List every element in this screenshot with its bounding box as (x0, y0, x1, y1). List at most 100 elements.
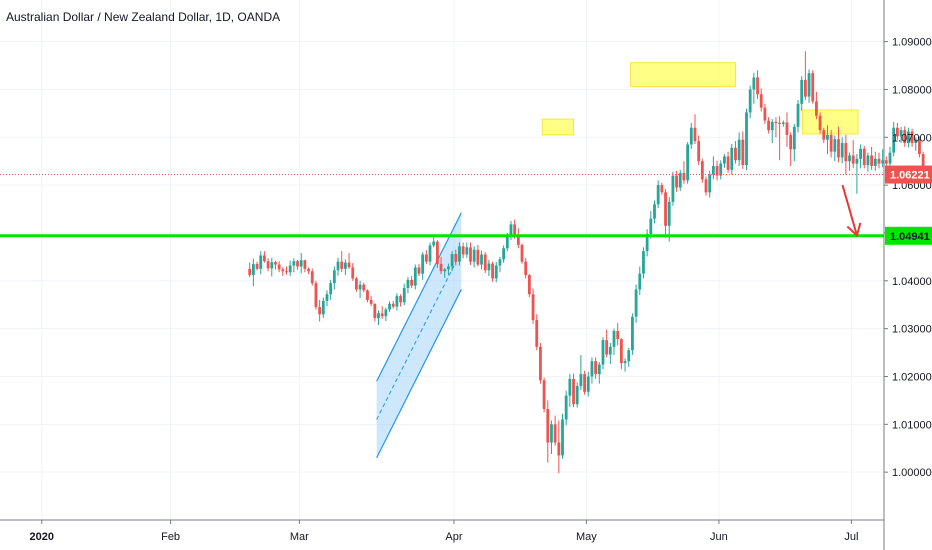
candle-245 (903, 126, 907, 147)
candle-111 (410, 276, 414, 288)
candle-81 (299, 253, 303, 274)
candle-118 (435, 240, 439, 268)
candle-95 (351, 263, 355, 281)
candle-135 (498, 256, 502, 273)
candle-185 (682, 161, 686, 184)
candle-218 (803, 51, 807, 100)
arrow-head (846, 222, 862, 238)
channel-drawing (376, 212, 462, 459)
candle-204 (752, 72, 756, 104)
candle-180 (664, 188, 667, 238)
candle-147 (542, 377, 546, 413)
candle-117 (432, 235, 436, 248)
candle-91 (336, 257, 340, 276)
candle-152 (561, 413, 564, 459)
candle-157 (579, 354, 583, 390)
support-price-tag-bg (885, 226, 932, 245)
candle-128 (472, 246, 476, 268)
candle-223 (822, 127, 826, 144)
highlight-box-0 (541, 118, 575, 136)
candle-103 (380, 306, 384, 320)
time-tick-label-1: Feb (161, 531, 180, 543)
candle-197 (726, 151, 730, 173)
candle-249 (918, 136, 921, 158)
candles (248, 51, 929, 474)
candle-131 (483, 252, 487, 274)
chart-title: Australian Dollar / New Zealand Dollar, … (6, 10, 280, 24)
candle-143 (527, 274, 531, 298)
candle-175 (645, 229, 649, 257)
candle-160 (590, 357, 594, 384)
candle-159 (586, 371, 590, 397)
candle-134 (494, 261, 498, 283)
candle-243 (895, 122, 899, 140)
candle-105 (388, 301, 391, 312)
candle-113 (417, 264, 421, 277)
candle-221 (815, 91, 818, 120)
highlight-box-2 (801, 109, 859, 135)
candle-186 (686, 142, 690, 184)
candle-155 (572, 373, 575, 408)
candle-216 (796, 99, 800, 133)
current-price-tag-bg (885, 165, 932, 184)
support-price-tag: 1.04941 (885, 226, 932, 245)
time-tick-label-4: May (576, 531, 597, 543)
candle-115 (424, 250, 428, 265)
candle-217 (800, 76, 804, 111)
candle-237 (873, 151, 877, 171)
candle-158 (583, 370, 586, 395)
candle-90 (332, 266, 336, 290)
candle-156 (575, 382, 579, 408)
candle-194 (715, 160, 719, 181)
candle-169 (623, 358, 627, 372)
candle-166 (612, 328, 616, 355)
candle-84 (310, 268, 314, 286)
candle-107 (395, 293, 399, 311)
candle-149 (550, 420, 553, 454)
candle-202 (745, 108, 748, 170)
highlight-box-1 (630, 62, 736, 88)
time-tick-label-6: Jul (844, 531, 858, 543)
candle-68 (251, 258, 255, 287)
candle-207 (763, 103, 767, 124)
candle-136 (502, 245, 506, 263)
price-axis[interactable]: 1.090001.080001.070001.060001.050001.040… (883, 0, 932, 550)
candle-88 (325, 290, 329, 307)
candle-176 (649, 210, 653, 239)
candle-69 (255, 261, 259, 271)
time-axis[interactable]: 2020 Feb Mar Apr May Jun Jul (0, 519, 884, 543)
candle-201 (741, 131, 745, 169)
candle-78 (288, 260, 292, 277)
candle-129 (476, 244, 480, 267)
channel-mid-line (376, 250, 462, 420)
candle-182 (671, 171, 675, 206)
candle-119 (439, 256, 443, 275)
candle-191 (704, 176, 708, 196)
candle-238 (877, 152, 881, 169)
time-tick-label-2: Mar (290, 531, 309, 543)
candle-236 (870, 146, 874, 170)
candle-75 (277, 261, 281, 273)
candle-162 (597, 362, 601, 384)
candle-167 (616, 322, 620, 346)
candle-72 (266, 258, 270, 272)
candle-244 (899, 126, 903, 144)
candle-168 (619, 338, 623, 370)
candle-133 (491, 261, 494, 282)
candle-228 (840, 137, 844, 164)
candle-127 (469, 242, 472, 266)
candle-109 (402, 283, 406, 306)
candle-94 (347, 253, 351, 269)
price-tick-label-7: 1.02000 (892, 371, 932, 383)
candle-82 (303, 259, 307, 273)
candle-124 (458, 242, 461, 266)
candle-148 (546, 400, 550, 463)
candle-199 (734, 141, 737, 164)
candle-110 (406, 276, 410, 294)
candle-150 (553, 415, 557, 446)
candle-174 (642, 247, 645, 279)
candle-123 (454, 249, 458, 266)
candle-96 (355, 276, 358, 292)
candle-87 (321, 297, 325, 319)
